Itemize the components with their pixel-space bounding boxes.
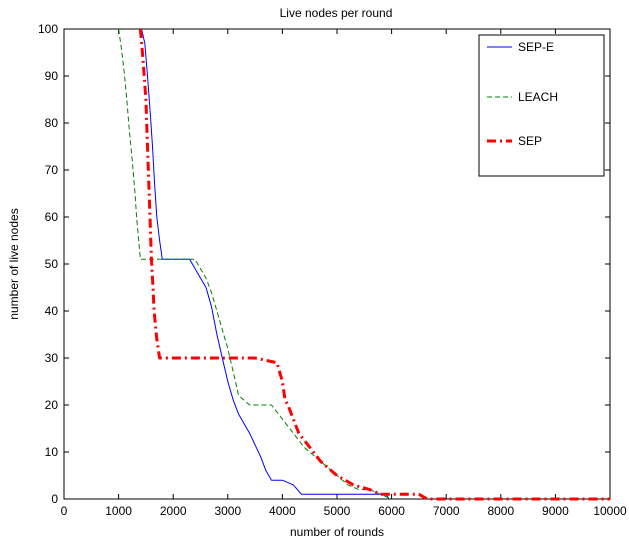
x-tick-label: 5000 — [324, 504, 351, 518]
x-tick-label: 10000 — [593, 504, 627, 518]
legend: SEP-E LEACH SEP — [478, 34, 605, 177]
y-tick-label: 50 — [45, 257, 59, 271]
y-tick-label: 70 — [45, 163, 59, 177]
y-axis-label: number of live nodes — [7, 208, 21, 319]
y-tick-label: 30 — [45, 351, 59, 365]
x-axis-label: number of rounds — [290, 525, 384, 539]
x-tick-label: 8000 — [487, 504, 514, 518]
y-tick-label: 80 — [45, 116, 59, 130]
series-line-sep-e — [141, 28, 390, 500]
x-tick-label: 7000 — [433, 504, 460, 518]
series-layer — [118, 28, 610, 501]
x-tick-label: 4000 — [269, 504, 296, 518]
legend-label-sep: SEP — [518, 134, 542, 148]
y-tick-label: 90 — [45, 69, 59, 83]
x-tick-label: 6000 — [378, 504, 405, 518]
x-tick-label: 2000 — [160, 504, 187, 518]
legend-label-leach: LEACH — [518, 90, 558, 104]
chart-title: Live nodes per round — [280, 6, 393, 20]
axis-ticks: 0 1000 2000 3000 4000 5000 6000 7000 8000 9000 100… — [38, 22, 627, 518]
x-tick-label: 1000 — [105, 504, 132, 518]
y-tick-label: 100 — [38, 22, 58, 36]
legend-label-sep-e: SEP-E — [518, 40, 554, 54]
y-tick-label: 0 — [51, 492, 58, 506]
x-tick-label: 3000 — [214, 504, 241, 518]
x-tick-label: 9000 — [542, 504, 569, 518]
series-line-leach — [118, 28, 392, 500]
y-tick-label: 10 — [45, 445, 59, 459]
series-line-sep — [138, 28, 610, 501]
y-tick-label: 60 — [45, 210, 59, 224]
y-tick-label: 20 — [45, 398, 59, 412]
y-tick-label: 40 — [45, 304, 59, 318]
x-tick-label: 0 — [61, 504, 68, 518]
legend-box — [478, 34, 605, 177]
